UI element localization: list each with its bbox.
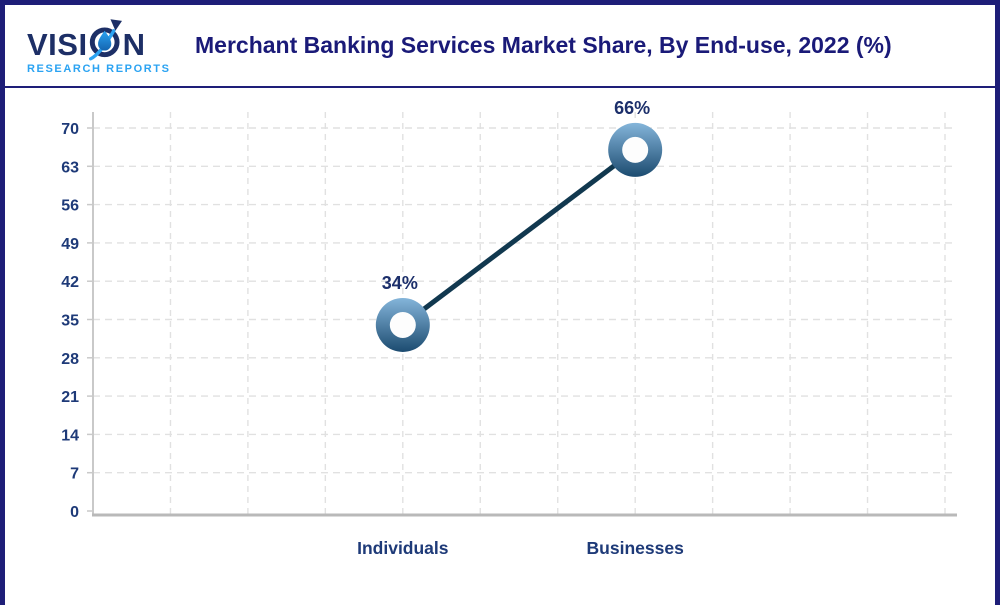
y-tick-label: 21	[61, 389, 79, 406]
data-point-hole	[389, 311, 416, 338]
brand-wordmark: VISI N	[27, 17, 175, 62]
y-tick-label: 56	[61, 198, 79, 215]
page-title: Merchant Banking Services Market Share, …	[195, 32, 892, 59]
data-point-label: 66%	[614, 98, 650, 118]
y-tick-label: 70	[61, 121, 79, 138]
y-tick-label: 0	[70, 504, 79, 521]
y-tick-label: 28	[61, 351, 79, 368]
axis-layer	[87, 112, 957, 517]
data-point-label: 34%	[382, 273, 418, 293]
series-layer	[375, 122, 663, 352]
header: VISI N RESEARCH REPORTS Mercha	[5, 5, 995, 88]
brand-subtitle: RESEARCH REPORTS	[27, 62, 171, 75]
data-point-hole	[622, 136, 649, 163]
line-chart: 0 7 14 21 28 35 42 49 56 63 70 34% 66% Individuals Bus…	[61, 98, 957, 558]
y-tick-label: 7	[70, 466, 79, 483]
y-tick-label: 49	[61, 236, 79, 253]
droplet-arrow-icon	[88, 18, 122, 60]
y-tick-label: 42	[61, 274, 79, 291]
brand-word-end: N	[122, 26, 146, 62]
x-category-label: Individuals	[357, 538, 449, 558]
x-category-label: Businesses	[587, 538, 685, 558]
brand-word-start: VISI	[27, 26, 88, 62]
label-layer: 0 7 14 21 28 35 42 49 56 63 70 34% 66% Individuals Bus…	[61, 98, 684, 558]
grid-layer	[93, 112, 957, 515]
series-line	[401, 147, 637, 327]
y-tick-label: 63	[61, 159, 79, 176]
brand-logo: VISI N RESEARCH REPORTS	[27, 17, 175, 75]
y-tick-label: 14	[61, 427, 79, 444]
chart-area: 0 7 14 21 28 35 42 49 56 63 70 34% 66% Individuals Bus…	[5, 88, 995, 606]
y-tick-label: 35	[61, 313, 79, 330]
